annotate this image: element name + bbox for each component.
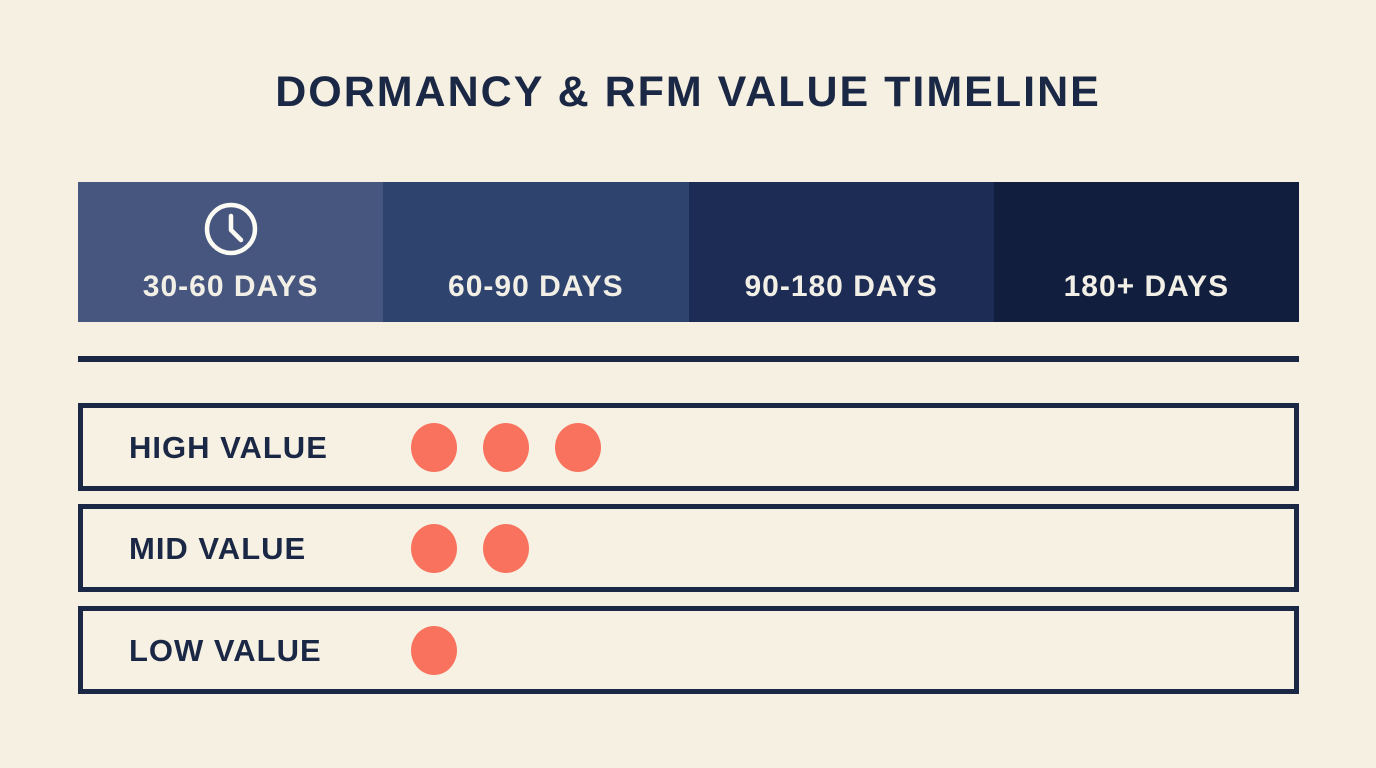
segment-label: 180+ DAYS [1063,270,1230,303]
value-row-mid: MID VALUE [78,504,1299,592]
timeline-segment-30-60: 30-60 DAYS [78,182,384,322]
rfm-dot [555,422,601,472]
dot-group-low [411,625,457,675]
row-label-mid-value: MID VALUE [129,530,307,566]
rfm-dot [411,523,457,573]
row-label-low-value: LOW VALUE [129,632,322,668]
dormancy-timeline-bar: 30-60 DAYS 60-90 DAYS 90-180 DAYS 180+ D… [78,182,1299,322]
rfm-dot [411,422,457,472]
page-title: DORMANCY & RFM VALUE TIMELINE [275,68,1101,116]
dot-group-high [411,422,601,472]
segment-label: 60-90 DAYS [448,270,624,303]
segment-label: 90-180 DAYS [744,270,938,303]
value-row-high: HIGH VALUE [78,403,1299,491]
rfm-dot [483,422,529,472]
value-row-low: LOW VALUE [78,606,1299,694]
row-label-high-value: HIGH VALUE [129,429,328,465]
divider-line [78,356,1299,362]
rfm-dot [411,625,457,675]
timeline-segment-90-180: 90-180 DAYS [688,182,994,322]
clock-icon [202,200,260,258]
rfm-dot [483,523,529,573]
dot-group-mid [411,523,529,573]
segment-label: 30-60 DAYS [142,270,319,303]
timeline-segment-180plus: 180+ DAYS [993,182,1299,322]
timeline-segment-60-90: 60-90 DAYS [383,182,689,322]
